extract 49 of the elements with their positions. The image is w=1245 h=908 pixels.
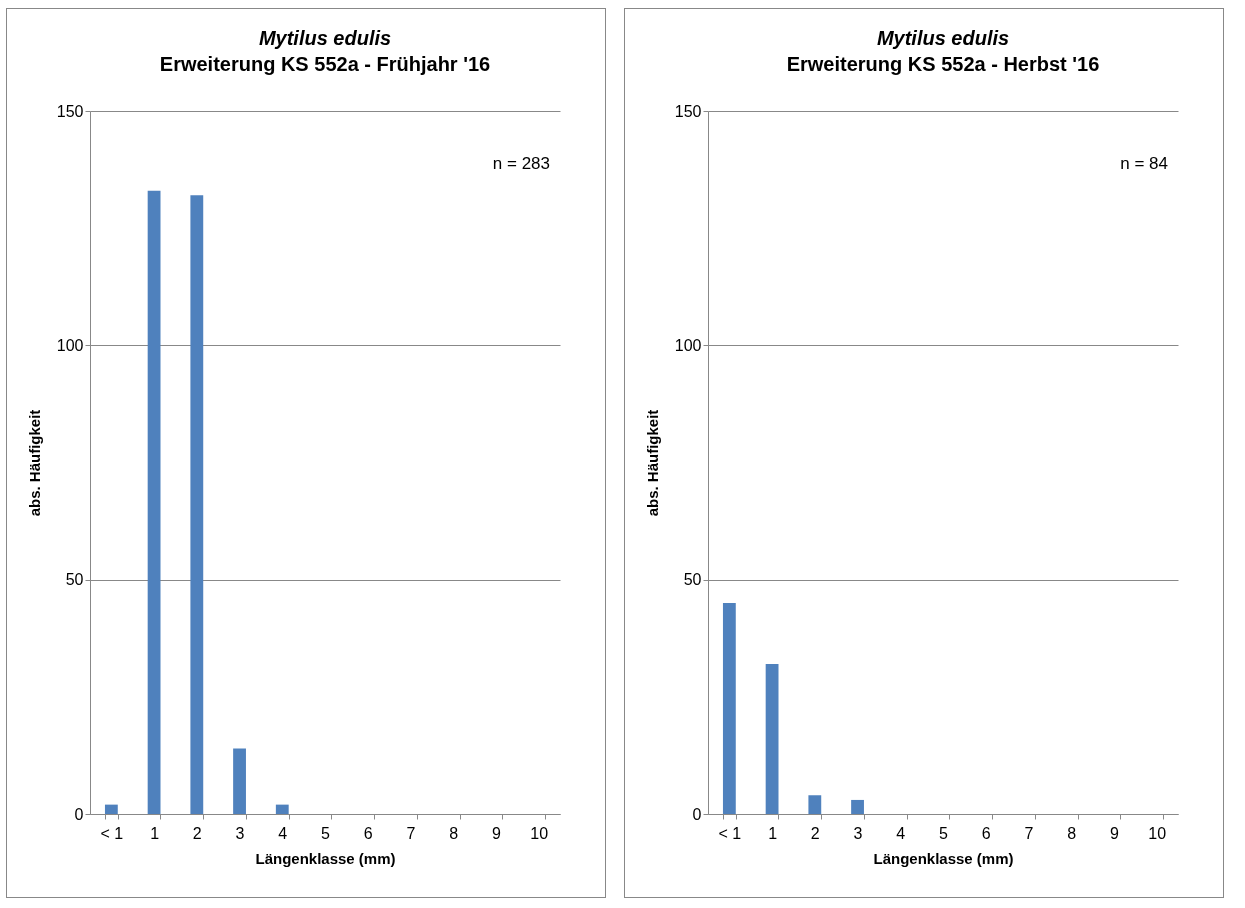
x-tick-label: 8 — [449, 824, 459, 842]
y-tick-label: 100 — [56, 336, 84, 354]
bar — [233, 748, 246, 814]
x-tick-label: < 1 — [100, 824, 124, 842]
y-tick-label: 50 — [683, 571, 702, 589]
bar — [808, 795, 822, 814]
x-tick-label: 3 — [235, 824, 245, 842]
x-tick-label: 10 — [530, 824, 549, 842]
x-tick-label: 10 — [1148, 824, 1167, 842]
y-tick-label: 100 — [674, 336, 702, 354]
bar — [104, 804, 118, 814]
x-tick-label: 1 — [150, 824, 160, 842]
y-tick-label: 150 — [674, 102, 702, 120]
y-tick-label: 0 — [692, 805, 702, 823]
bar — [147, 190, 161, 814]
y-tick-label: 0 — [74, 805, 84, 823]
annotation: n = 283 — [492, 154, 550, 173]
x-tick-label: 5 — [939, 824, 949, 842]
bar — [851, 799, 864, 814]
x-tick-label: 4 — [278, 824, 288, 842]
x-tick-label: 5 — [321, 824, 331, 842]
x-tick-label: 9 — [491, 824, 501, 842]
x-tick-label: 2 — [192, 824, 202, 842]
y-tick-label: 50 — [65, 571, 84, 589]
x-tick-label: 6 — [363, 824, 373, 842]
x-axis-title: Längenklasse (mm) — [873, 849, 1014, 867]
bar — [765, 664, 779, 814]
chart-title: Mytilus edulis — [258, 27, 392, 49]
chart-subtitle: Erweiterung KS 552a - Herbst '16 — [786, 53, 1100, 75]
y-tick-label: 150 — [56, 102, 84, 120]
x-tick-label: 8 — [1067, 824, 1077, 842]
x-tick-label: 4 — [896, 824, 906, 842]
x-tick-label: 2 — [810, 824, 820, 842]
x-tick-label: 1 — [768, 824, 778, 842]
x-axis-title: Längenklasse (mm) — [255, 849, 396, 867]
x-tick-label: 7 — [1024, 824, 1034, 842]
x-tick-label: 9 — [1109, 824, 1119, 842]
bar — [722, 603, 736, 814]
chart-title: Mytilus edulis — [876, 27, 1010, 49]
x-tick-label: 6 — [981, 824, 991, 842]
bar — [275, 804, 289, 814]
bar — [190, 195, 204, 814]
x-tick-label: < 1 — [718, 824, 742, 842]
annotation: n = 84 — [1120, 154, 1168, 173]
y-axis-title: abs. Häufigkeit — [25, 409, 43, 517]
x-tick-label: 7 — [406, 824, 416, 842]
x-tick-label: 3 — [853, 824, 863, 842]
chart-subtitle: Erweiterung KS 552a - Frühjahr '16 — [159, 53, 491, 75]
y-axis-title: abs. Häufigkeit — [643, 409, 661, 517]
